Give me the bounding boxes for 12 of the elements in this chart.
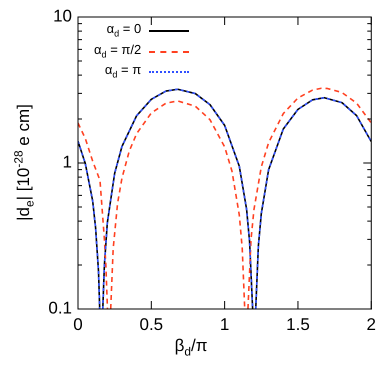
legend-label: α$_{d}$ = 0	[106, 21, 142, 41]
x-tick-label: 0	[73, 314, 83, 334]
x-tick-label: 1	[220, 314, 230, 334]
x-tick-label: 2	[366, 314, 376, 334]
y-tick-label: 0.1	[48, 298, 72, 318]
x-tick-label: 1.5	[286, 314, 310, 334]
y-tick-label: 1	[62, 152, 72, 172]
x-axis-title: β$_{d}$/π	[174, 336, 208, 358]
legend-label: α$_{d}$ = π/2	[94, 42, 142, 62]
x-tick-label: 0.5	[140, 314, 164, 334]
y-tick-label: 10	[53, 6, 72, 26]
legend-label: α$_{d}$ = π	[104, 62, 142, 82]
